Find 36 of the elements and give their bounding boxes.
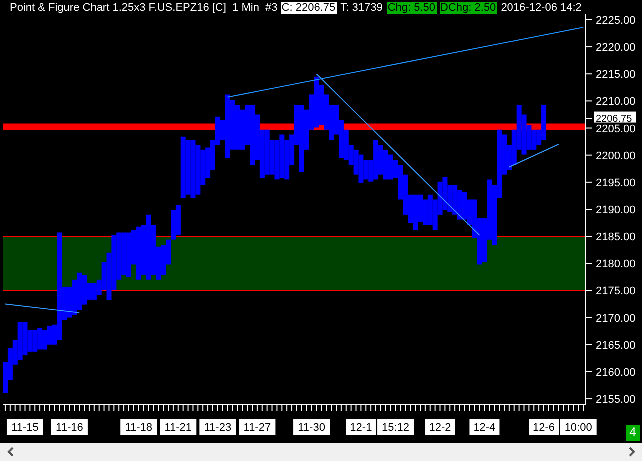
y-tick-label: 2160.00: [596, 366, 636, 379]
y-tick-label: 2190.00: [596, 204, 636, 216]
x-tick-label: 11-16: [56, 422, 84, 434]
x-tick-label: 11-30: [298, 422, 326, 434]
y-tick-label: 2210.00: [596, 96, 636, 108]
y-tick-label: 2206.75: [596, 114, 633, 125]
x-tick-label: 11-27: [244, 422, 272, 434]
x-tick-label: 12-2: [429, 422, 452, 434]
annotation: T: 31739: [340, 2, 384, 14]
annotation: 2016-12-06 14:2: [500, 2, 583, 14]
x-tick-label: 12-6: [532, 422, 556, 434]
x-tick-label: 12-1: [350, 422, 372, 434]
annotation: C: 2206.75: [280, 2, 337, 14]
x-tick-label: 11-18: [125, 422, 153, 434]
y-tick-label: 2185.00: [596, 232, 636, 244]
x-tick-label: 11-21: [164, 422, 192, 434]
x-tick-label: 12-4: [474, 422, 496, 434]
y-tick-label: 2220.00: [596, 42, 636, 54]
x-tick-label: 11-15: [12, 422, 39, 434]
y-tick-label: 2165.00: [596, 340, 636, 352]
x-tick-label: 10:00: [564, 422, 592, 434]
annotation: DChg: 2.50: [440, 2, 498, 14]
y-tick-label: 2170.00: [596, 312, 636, 325]
y-tick-label: 2175.00: [596, 286, 636, 298]
annotation: Chg: 5.50: [386, 2, 437, 14]
text: 4: [626, 425, 640, 441]
y-tick-label: 2215.00: [596, 69, 636, 82]
x-tick-label: 11-23: [204, 422, 232, 434]
y-tick-label: 2200.00: [596, 150, 636, 162]
chart-title: Point & Figure Chart 1.25x3 F.US.EPZ16 [C] 1 Min #3: [10, 2, 278, 14]
y-tick-label: 2225.00: [596, 14, 636, 27]
x-tick-label: 15:12: [382, 422, 410, 434]
y-tick-label: 2155.00: [596, 394, 636, 406]
y-tick-label: 2195.00: [596, 177, 636, 190]
y-tick-label: 2205.00: [596, 123, 636, 136]
y-tick-label: 2180.00: [596, 258, 636, 271]
